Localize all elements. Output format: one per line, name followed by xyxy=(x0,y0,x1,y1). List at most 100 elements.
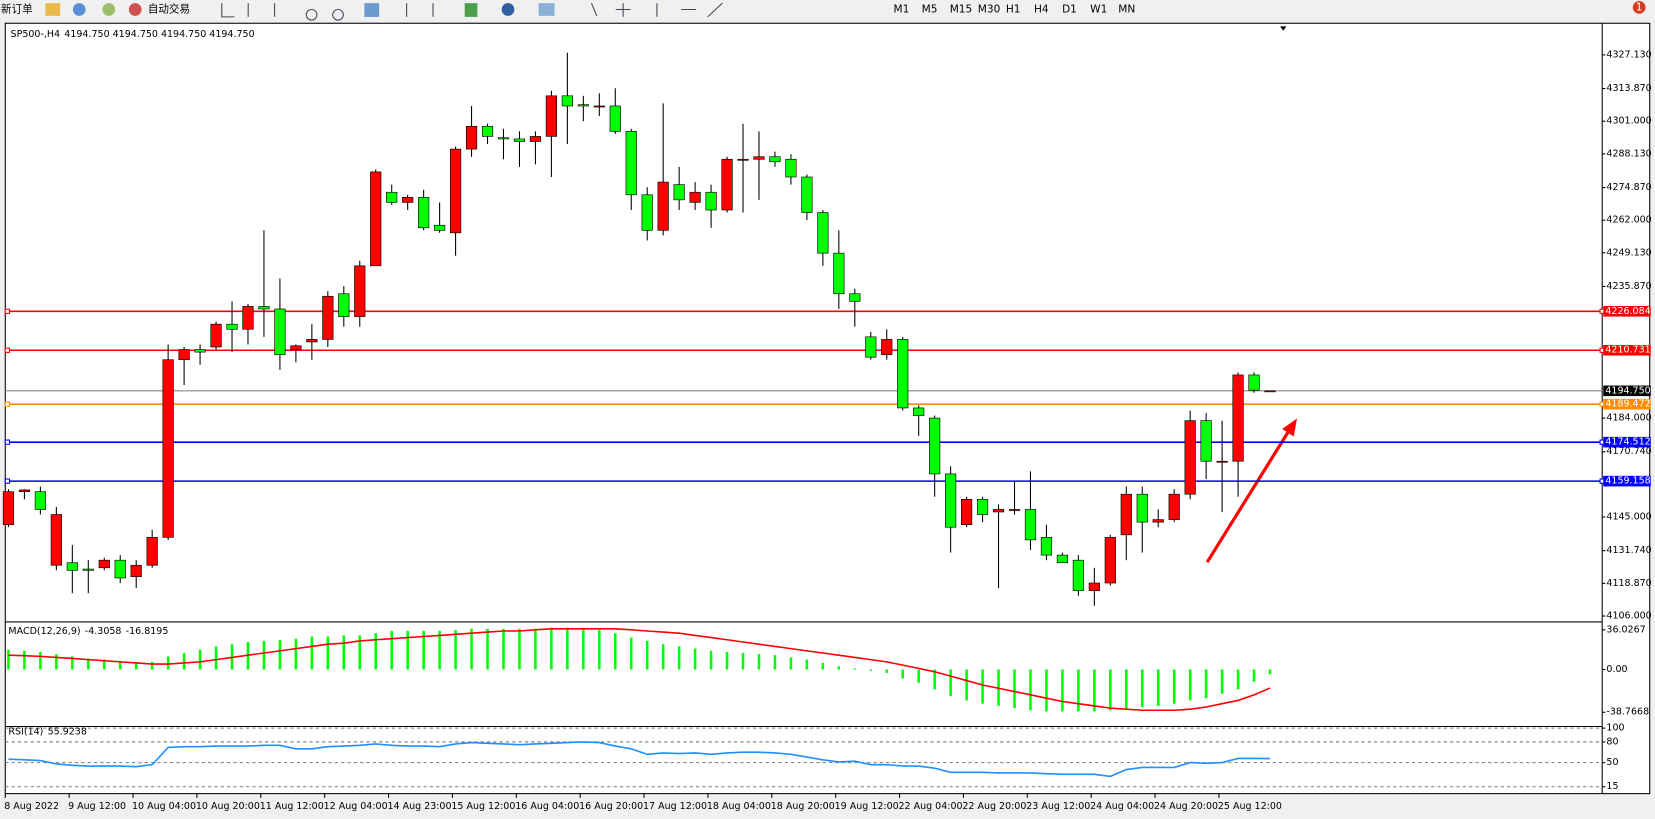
candle-body xyxy=(114,559,126,579)
candle-body xyxy=(258,306,270,310)
candle-body xyxy=(721,158,733,211)
timeframe-button[interactable]: M1 xyxy=(894,4,910,16)
x-tick-label: 22 Aug 20:00 xyxy=(962,801,1026,812)
y-tick-label: 4131.740 xyxy=(1606,545,1651,556)
timeframe-button[interactable]: M30 xyxy=(978,4,1001,16)
signal-line xyxy=(8,627,1271,712)
candle-body xyxy=(577,104,589,107)
candle-body xyxy=(1136,493,1148,523)
macd-bar xyxy=(805,659,809,670)
timeframe-button[interactable]: M15 xyxy=(950,4,973,16)
macd-bar xyxy=(1156,669,1160,706)
macd-bar xyxy=(1252,669,1256,682)
bid-label-bg xyxy=(1603,385,1651,397)
shift-marker xyxy=(1280,26,1287,31)
candle-body xyxy=(1088,582,1100,591)
macd-bar xyxy=(486,628,489,670)
candle-body xyxy=(274,308,286,355)
notification-badge[interactable] xyxy=(1632,1,1646,14)
x-tick-label: 8 Aug 2022 xyxy=(4,801,59,812)
macd-bar xyxy=(949,669,952,696)
y-tick-label: 4274.870 xyxy=(1606,182,1651,193)
icon[interactable] xyxy=(45,3,61,16)
level-label: 4174.512 xyxy=(1605,437,1650,448)
macd-bar xyxy=(39,651,42,670)
candle-body xyxy=(817,212,829,254)
macd-bar xyxy=(1236,669,1240,690)
y-tick-label: 100 xyxy=(1606,723,1624,734)
candle-body xyxy=(449,148,462,234)
candle-body xyxy=(737,158,749,161)
candle-body xyxy=(897,339,909,409)
candle-body xyxy=(785,158,797,178)
candle-body xyxy=(593,105,605,108)
timeframe-button[interactable]: W1 xyxy=(1090,4,1107,16)
candle-body xyxy=(960,498,973,525)
icon[interactable] xyxy=(128,3,142,16)
y-tick-label: 4118.870 xyxy=(1606,578,1651,589)
timeframe-button[interactable]: H4 xyxy=(1034,4,1049,16)
timeframe-button[interactable]: D1 xyxy=(1062,4,1077,16)
macd-bar xyxy=(1093,669,1096,712)
macd-bar xyxy=(1045,669,1048,712)
title-part: SP500-,H4 xyxy=(11,28,61,39)
candle-body xyxy=(1120,493,1132,536)
candle-body xyxy=(50,514,62,566)
candle-body xyxy=(194,349,206,353)
macd-bar xyxy=(981,669,984,704)
candle-body xyxy=(210,323,222,348)
macd-bar xyxy=(278,639,282,670)
candle-body xyxy=(561,95,573,107)
candle-body xyxy=(1248,374,1260,391)
candle-body xyxy=(673,184,685,201)
candle-body xyxy=(1264,390,1276,393)
title-part: RSI(14) xyxy=(8,726,43,737)
icon[interactable] xyxy=(72,3,86,16)
macd-bar xyxy=(709,650,713,670)
level-label-bg xyxy=(1603,398,1651,410)
macd-bar xyxy=(1220,669,1224,694)
candle-body xyxy=(18,489,31,492)
candle-body xyxy=(929,417,941,475)
icon[interactable] xyxy=(501,3,515,16)
candle-body xyxy=(1056,554,1069,564)
candle-body xyxy=(705,191,717,211)
toolbar-icons[interactable] xyxy=(221,2,723,21)
level-handle xyxy=(4,478,11,484)
candle-body xyxy=(833,252,845,295)
candle-body xyxy=(1104,537,1116,584)
macd-bar xyxy=(55,654,58,670)
icon[interactable] xyxy=(538,3,555,16)
macd-bar xyxy=(1172,669,1176,704)
x-tick-label: 23 Aug 12:00 xyxy=(1026,801,1090,812)
x-tick-label: 18 Aug 04:00 xyxy=(707,801,771,812)
bid-label: 4194.750 xyxy=(1605,385,1650,396)
candle-body xyxy=(481,125,494,137)
new-order-button[interactable]: 新订单 xyxy=(1,3,33,16)
macd-bar xyxy=(454,629,457,670)
macd-bar xyxy=(901,669,904,679)
timeframe-button[interactable]: H1 xyxy=(1006,4,1021,16)
x-tick-label: 16 Aug 04:00 xyxy=(515,801,579,812)
macd-bar xyxy=(693,648,697,670)
y-tick-label: 4301.000 xyxy=(1606,116,1651,127)
x-tick-label: 9 Aug 12:00 xyxy=(68,801,126,812)
level-handle xyxy=(4,401,11,407)
icon[interactable] xyxy=(364,3,380,17)
timeframe-button[interactable]: M5 xyxy=(922,4,938,16)
macd-bar xyxy=(262,640,266,670)
timeframe-button[interactable]: MN xyxy=(1118,4,1135,16)
icon[interactable] xyxy=(102,3,116,16)
y-tick-label: 80 xyxy=(1606,736,1618,747)
candle-body xyxy=(1008,509,1021,511)
icon[interactable] xyxy=(464,3,478,17)
auto-trading-button[interactable]: 自动交易 xyxy=(148,3,190,16)
x-tick-label: 10 Aug 04:00 xyxy=(132,801,196,812)
macd-bar xyxy=(725,651,729,670)
macd-bar xyxy=(118,660,122,670)
macd-bar xyxy=(23,650,26,670)
y-tick-label: 4327.130 xyxy=(1606,49,1651,60)
macd-bar xyxy=(406,630,409,670)
macd-bar xyxy=(1061,669,1064,712)
